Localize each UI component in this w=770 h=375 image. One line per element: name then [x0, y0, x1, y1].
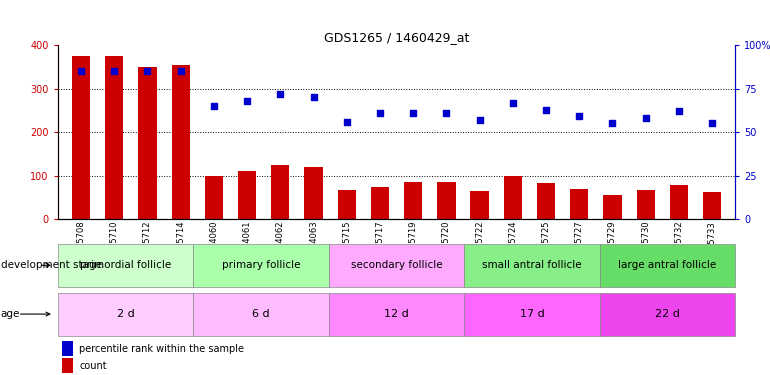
- Bar: [271, 165, 290, 219]
- Text: 17 d: 17 d: [520, 309, 544, 319]
- Text: development stage: development stage: [1, 260, 102, 270]
- Bar: [703, 192, 721, 219]
- Text: secondary follicle: secondary follicle: [351, 260, 442, 270]
- Point: [108, 68, 120, 74]
- Point: [274, 91, 286, 97]
- Bar: [337, 190, 356, 219]
- Text: 22 d: 22 d: [655, 309, 680, 319]
- Point: [175, 68, 187, 74]
- Point: [75, 68, 87, 74]
- Bar: [537, 183, 555, 219]
- Title: GDS1265 / 1460429_at: GDS1265 / 1460429_at: [324, 31, 469, 44]
- Text: large antral follicle: large antral follicle: [618, 260, 717, 270]
- Bar: [304, 167, 323, 219]
- Bar: [670, 184, 688, 219]
- Text: percentile rank within the sample: percentile rank within the sample: [79, 344, 244, 354]
- Point: [706, 120, 718, 126]
- Bar: [604, 195, 621, 219]
- Point: [440, 110, 453, 116]
- Point: [507, 99, 519, 105]
- Bar: [172, 64, 189, 219]
- Text: primary follicle: primary follicle: [222, 260, 300, 270]
- Bar: [404, 182, 422, 219]
- Text: primordial follicle: primordial follicle: [80, 260, 171, 270]
- Bar: [139, 67, 156, 219]
- Point: [373, 110, 386, 116]
- Point: [141, 68, 153, 74]
- Text: 6 d: 6 d: [253, 309, 270, 319]
- Bar: [504, 176, 522, 219]
- Bar: [72, 56, 90, 219]
- Bar: [371, 187, 389, 219]
- Bar: [637, 190, 654, 219]
- Point: [540, 106, 552, 112]
- Point: [606, 120, 618, 126]
- Text: age: age: [1, 309, 20, 319]
- Text: 2 d: 2 d: [116, 309, 135, 319]
- Bar: [470, 191, 489, 219]
- Bar: [437, 182, 456, 219]
- Bar: [205, 176, 223, 219]
- Point: [640, 115, 652, 121]
- Point: [474, 117, 486, 123]
- Point: [407, 110, 420, 116]
- Text: small antral follicle: small antral follicle: [482, 260, 582, 270]
- Point: [208, 103, 220, 109]
- Text: count: count: [79, 361, 107, 370]
- Point: [307, 94, 320, 100]
- Bar: [105, 56, 123, 219]
- Point: [673, 108, 685, 114]
- Bar: [570, 189, 588, 219]
- Bar: [238, 171, 256, 219]
- Text: 12 d: 12 d: [384, 309, 409, 319]
- Point: [241, 98, 253, 104]
- Point: [340, 119, 353, 125]
- Point: [573, 114, 585, 120]
